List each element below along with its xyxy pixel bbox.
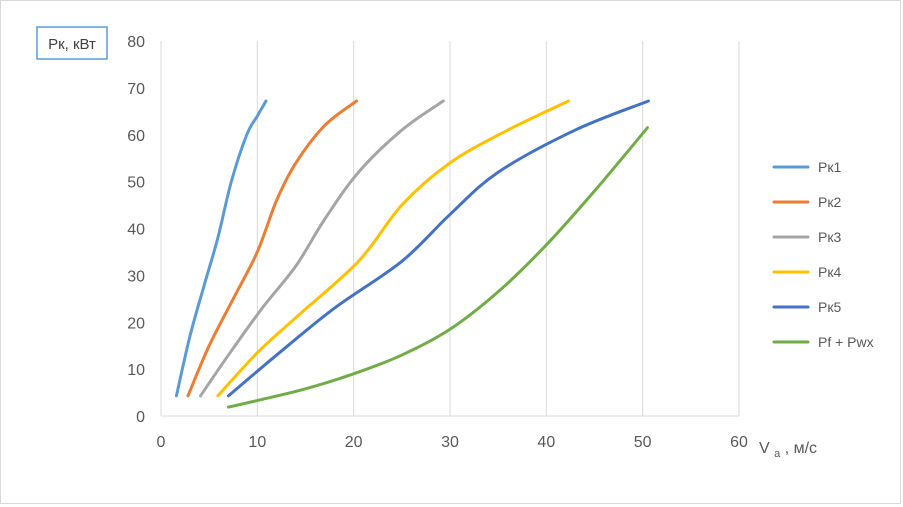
y-tick-label: 80: [127, 34, 145, 51]
y-axis-label: Рк, кВт: [48, 36, 96, 53]
x-axis-label: V a , м/с: [759, 440, 817, 461]
x-tick-label: 30: [441, 434, 459, 451]
y-tick-label: 20: [127, 315, 145, 332]
legend-item-1: Рк1: [772, 159, 841, 175]
legend-label: Рк4: [818, 264, 841, 280]
legend-item-5: Рк5: [772, 299, 841, 315]
x-axis-label-subscript: a: [774, 448, 781, 460]
y-axis-label-border: [36, 26, 108, 60]
x-tick-label: 10: [248, 434, 266, 451]
legend-item-3: Рк3: [772, 229, 841, 245]
y-axis-label-box: Рк, кВт: [36, 26, 108, 60]
y-tick-label: 60: [127, 128, 145, 145]
gridlines: [160, 41, 740, 416]
series-line-2: [186, 99, 359, 398]
x-tick-label: 20: [345, 434, 363, 451]
series-line-1: [174, 99, 268, 398]
legend-item-2: Рк2: [772, 194, 841, 210]
y-tick-label: 30: [127, 268, 145, 285]
x-axis-label-main: V: [759, 440, 770, 457]
legend: Рк1 Рк2 Рк3 Рк4 Рк5 Pf + Pwx: [772, 159, 874, 350]
series-lines: [174, 99, 650, 409]
x-tick-label: 0: [157, 434, 166, 451]
y-tick-label: 70: [127, 81, 145, 98]
legend-label: Рк2: [818, 194, 841, 210]
series-line-6: [226, 126, 649, 409]
legend-item-4: Рк4: [772, 264, 841, 280]
legend-item-6: Pf + Pwx: [772, 334, 874, 350]
x-tick-label: 40: [537, 434, 555, 451]
x-tick-label: 60: [730, 434, 748, 451]
series-line-4: [216, 99, 570, 398]
x-axis-label-unit: , м/с: [785, 440, 817, 457]
y-tick-label: 50: [127, 175, 145, 192]
series-line-3: [199, 99, 445, 398]
tick-labels: 0 10 20 30 40 50 60 0 10 20 30 40 50 60 70 80: [127, 34, 748, 451]
legend-label: Рк3: [818, 229, 841, 245]
legend-label: Рк5: [818, 299, 841, 315]
legend-label: Pf + Pwx: [818, 334, 874, 350]
legend-label: Рк1: [818, 159, 841, 175]
y-tick-label: 10: [127, 362, 145, 379]
y-tick-label: 0: [136, 409, 145, 426]
series-line-5: [226, 99, 650, 398]
x-tick-label: 50: [634, 434, 652, 451]
y-tick-label: 40: [127, 222, 145, 239]
